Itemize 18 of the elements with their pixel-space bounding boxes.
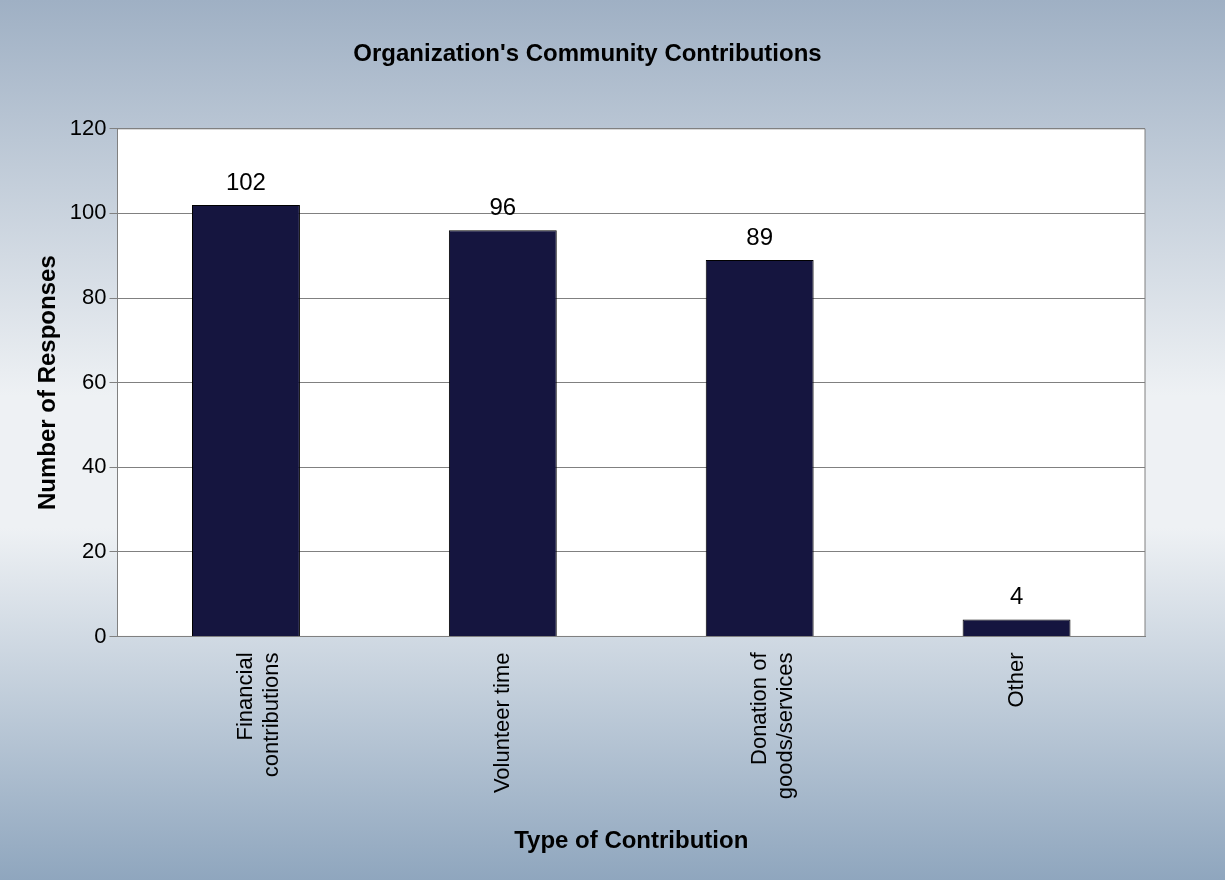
y-axis-title: Number of Responses bbox=[33, 255, 61, 510]
data-label: 96 bbox=[489, 192, 517, 220]
y-tick-label: 0 bbox=[94, 622, 107, 648]
y-tick-label: 80 bbox=[82, 284, 107, 310]
x-axis-title: Type of Contribution bbox=[514, 826, 749, 854]
x-tick-label: Financial contributions bbox=[232, 652, 284, 778]
data-label: 102 bbox=[225, 167, 266, 195]
x-tick-label: Other bbox=[1002, 652, 1028, 708]
data-label: 4 bbox=[1009, 582, 1024, 610]
x-tick-label: Volunteer time bbox=[488, 652, 514, 794]
chart-title: Organization's Community Contributions bbox=[353, 39, 822, 67]
y-tick-label: 40 bbox=[82, 453, 107, 479]
data-label: 89 bbox=[746, 222, 774, 250]
y-tick-label: 100 bbox=[69, 199, 107, 225]
y-tick-label: 120 bbox=[69, 114, 107, 140]
y-tick-label: 20 bbox=[82, 537, 107, 563]
y-tick-label: 60 bbox=[82, 368, 107, 394]
x-tick-label: Donation of goods/services bbox=[745, 651, 798, 800]
